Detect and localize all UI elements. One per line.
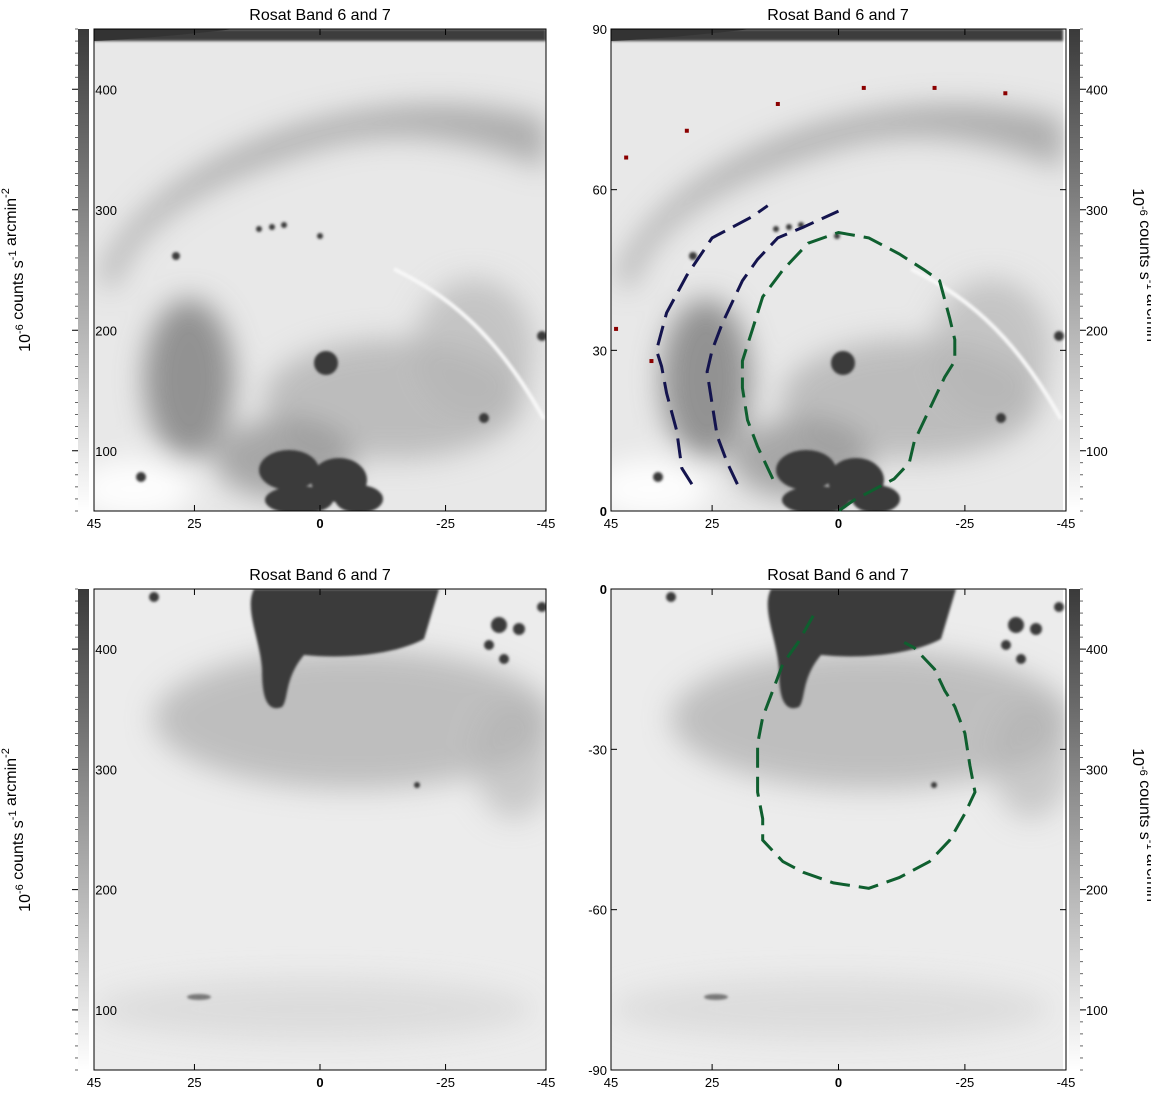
heatmap-image <box>74 29 547 519</box>
x-tick-label: -25 <box>436 516 455 531</box>
x-tick-label: 25 <box>187 516 201 531</box>
colorbar-tick-label: 300 <box>95 203 117 218</box>
contour-overlays <box>756 614 977 890</box>
marker-point <box>684 128 689 133</box>
panel-title: Rosat Band 6 and 7 <box>767 7 909 24</box>
colorbar-tick-label: 300 <box>95 762 117 777</box>
colorbar-tick-label: 100 <box>1086 1003 1108 1018</box>
x-tick-label: -45 <box>537 516 556 531</box>
colorbar <box>1069 29 1080 511</box>
marker-point <box>932 85 937 90</box>
panel-title: Rosat Band 6 and 7 <box>249 567 391 584</box>
panel-title: Rosat Band 6 and 7 <box>767 567 909 584</box>
colorbar-tick-label: 200 <box>95 323 117 338</box>
colorbar-label: 10-6 counts s-1 arcmin-2 <box>1129 188 1151 352</box>
x-tick-label: 25 <box>705 516 719 531</box>
colorbar-tick-label: 300 <box>1086 203 1108 218</box>
x-axis-ticks: 45 25 0 -25 -45 <box>87 589 556 1090</box>
x-tick-label: 25 <box>705 1075 719 1090</box>
y-tick-label: 90 <box>593 22 607 37</box>
y-tick-label: 0 <box>600 582 607 597</box>
marker-point <box>624 155 629 160</box>
colorbar-tick-label: 200 <box>95 883 117 898</box>
x-tick-label: 0 <box>316 1075 323 1090</box>
marker-point <box>775 101 780 106</box>
colorbar-ticks: 100 200 300 400 <box>72 588 117 1071</box>
x-tick-label: 45 <box>87 1075 101 1090</box>
x-axis-ticks: 45 25 0 -25 -45 <box>604 29 1076 531</box>
colorbar-tick-label: 400 <box>1086 642 1108 657</box>
colorbar <box>1069 589 1080 1070</box>
y-tick-label: 0 <box>600 504 607 519</box>
marker-point <box>861 85 866 90</box>
x-tick-label: -25 <box>436 1075 455 1090</box>
x-tick-label: 45 <box>87 516 101 531</box>
x-tick-label: 0 <box>835 1075 842 1090</box>
contour-overlays <box>614 85 1008 513</box>
marker-point <box>1003 91 1008 96</box>
y-tick-label: -60 <box>588 903 607 918</box>
x-tick-label: -45 <box>1057 1075 1076 1090</box>
y-tick-label: -30 <box>588 742 607 757</box>
colorbar-ticks: 100 200 300 400 <box>1080 588 1108 1071</box>
colorbar-tick-label: 200 <box>1086 323 1108 338</box>
panel-bottom-right: Rosat Band 6 and 7 100 200 300 400 45 25 0 -25… <box>588 567 1151 1090</box>
heatmap-image <box>611 589 1071 1070</box>
y-tick-label: 60 <box>593 183 607 198</box>
y-tick-label: -90 <box>588 1063 607 1078</box>
x-tick-label: -45 <box>1057 516 1076 531</box>
colorbar-ticks: 100 200 300 400 <box>1080 28 1108 512</box>
marker-point <box>614 326 619 331</box>
panel-top-left: Rosat Band 6 and 7 100 200 300 400 45 25 0 -25… <box>0 7 555 531</box>
panel-title: Rosat Band 6 and 7 <box>249 7 391 24</box>
x-tick-label: 45 <box>604 1075 618 1090</box>
x-tick-label: 0 <box>316 516 323 531</box>
colorbar-label: 10-6 counts s-1 arcmin-2 <box>0 748 34 912</box>
colorbar-tick-label: 400 <box>95 642 117 657</box>
colorbar <box>78 29 89 511</box>
heatmap-image <box>591 29 1064 519</box>
panel-bottom-left: Rosat Band 6 and 7 100 200 300 400 45 25 0 -25… <box>0 567 555 1090</box>
colorbar-tick-label: 100 <box>1086 444 1108 459</box>
colorbar <box>78 589 89 1070</box>
colorbar-tick-label: 400 <box>1086 82 1108 97</box>
colorbar-tick-label: 400 <box>95 82 117 97</box>
marker-point <box>649 359 654 364</box>
heatmap-image <box>94 589 554 1070</box>
contour-line <box>705 209 840 485</box>
contour-line <box>740 230 957 513</box>
x-tick-label: 45 <box>604 516 618 531</box>
x-tick-label: -45 <box>537 1075 556 1090</box>
colorbar-tick-label: 100 <box>95 1003 117 1018</box>
colorbar-label: 10-6 counts s-1 arcmin-2 <box>1129 748 1151 912</box>
colorbar-label: 10-6 counts s-1 arcmin-2 <box>0 188 34 352</box>
contour-line <box>756 614 977 890</box>
colorbar-ticks: 100 200 300 400 <box>72 28 117 512</box>
x-tick-label: 25 <box>187 1075 201 1090</box>
colorbar-tick-label: 200 <box>1086 883 1108 898</box>
y-axis-ticks: 0 30 60 90 <box>593 22 1066 519</box>
colorbar-tick-label: 100 <box>95 444 117 459</box>
x-tick-label: 0 <box>835 516 842 531</box>
y-tick-label: 30 <box>593 343 607 358</box>
contour-line <box>654 204 769 486</box>
x-axis-ticks: 45 25 0 -25 -45 <box>604 589 1076 1090</box>
y-axis-ticks: 0 -30 -60 -90 <box>588 582 1066 1078</box>
x-axis-ticks: 45 25 0 -25 -45 <box>87 29 556 531</box>
x-tick-label: -25 <box>955 516 974 531</box>
colorbar-tick-label: 300 <box>1086 762 1108 777</box>
x-tick-label: -25 <box>955 1075 974 1090</box>
